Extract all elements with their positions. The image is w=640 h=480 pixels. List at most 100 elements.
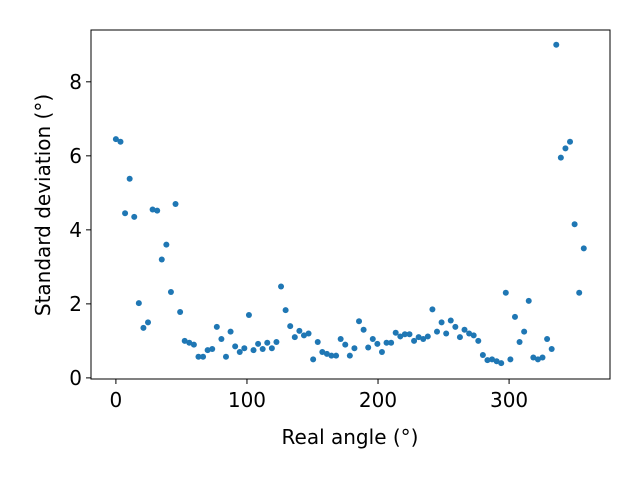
point (521, 328, 528, 335)
point (167, 289, 174, 296)
point (342, 341, 349, 348)
point (232, 343, 239, 350)
point (163, 241, 170, 248)
point (479, 351, 486, 358)
point (287, 323, 294, 330)
point (443, 330, 450, 337)
point (241, 345, 248, 352)
point (273, 338, 280, 345)
x-tick-label: 300 (490, 388, 528, 412)
y-tick-label: 6 (69, 144, 82, 168)
point (420, 336, 427, 343)
y-tick-label: 2 (69, 292, 82, 316)
point (250, 347, 257, 354)
point (264, 339, 271, 346)
point (401, 331, 408, 338)
point (562, 145, 569, 152)
point (145, 319, 152, 326)
point (319, 348, 326, 355)
point (548, 346, 555, 353)
point (360, 326, 367, 333)
point (397, 333, 404, 340)
point (567, 138, 574, 145)
point (314, 338, 321, 345)
point (117, 138, 124, 145)
point (158, 256, 165, 263)
point (222, 353, 229, 360)
point (470, 332, 477, 339)
point (502, 289, 509, 296)
point (323, 350, 330, 357)
y-tick-label: 4 (69, 218, 82, 242)
point (544, 336, 551, 343)
point (580, 245, 587, 252)
point (122, 210, 129, 217)
point (392, 329, 399, 336)
point (346, 352, 353, 359)
point (278, 283, 285, 290)
point (328, 352, 335, 359)
point (213, 323, 220, 330)
point (300, 332, 307, 339)
point (530, 354, 537, 361)
point (186, 339, 193, 346)
point (534, 356, 541, 363)
point (406, 331, 413, 338)
point (282, 307, 289, 314)
point (434, 328, 440, 335)
point (154, 207, 161, 214)
point (351, 345, 358, 352)
point (190, 341, 197, 348)
point (383, 339, 390, 346)
point (268, 345, 275, 352)
point (255, 340, 262, 347)
point (511, 313, 518, 320)
point (571, 221, 578, 228)
plot-frame (90, 29, 611, 380)
point (209, 346, 216, 353)
point (177, 309, 184, 316)
point (493, 358, 500, 365)
point (131, 213, 138, 220)
point (259, 346, 266, 353)
point (181, 337, 188, 344)
point (576, 289, 583, 296)
point (484, 357, 491, 364)
point (507, 356, 514, 363)
point (539, 354, 546, 361)
point (112, 136, 119, 143)
y-axis-label: Standard deviation (°) (31, 94, 55, 316)
point (461, 326, 468, 333)
point (456, 334, 463, 341)
x-tick-label: 100 (228, 388, 266, 412)
point (498, 360, 505, 367)
point (415, 334, 422, 341)
point (356, 318, 363, 325)
point (126, 175, 133, 182)
point (516, 338, 523, 345)
point (333, 352, 340, 359)
point (438, 319, 445, 326)
x-axis-label: Real angle (°) (282, 425, 419, 449)
point (172, 200, 179, 207)
x-tick-label: 200 (359, 388, 397, 412)
point (218, 336, 225, 343)
point (337, 336, 344, 343)
point (200, 353, 207, 360)
point (227, 328, 234, 335)
point (466, 330, 473, 337)
point (245, 311, 252, 318)
point (411, 337, 418, 344)
point (369, 336, 376, 343)
point (424, 333, 431, 340)
point (135, 300, 142, 307)
point (429, 306, 436, 313)
point (140, 324, 147, 331)
point (296, 327, 303, 334)
point (489, 356, 496, 363)
point (388, 339, 395, 346)
point (525, 297, 532, 304)
point (475, 337, 482, 344)
y-tick-label: 8 (69, 70, 82, 94)
